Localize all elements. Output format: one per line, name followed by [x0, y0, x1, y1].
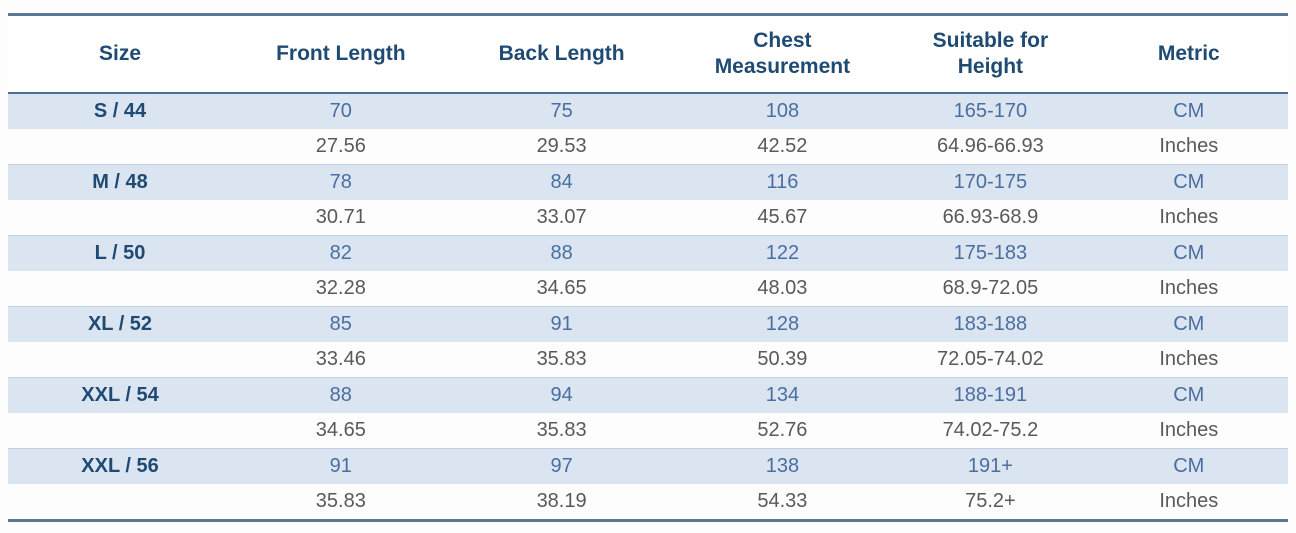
table-row-cm: M / 48 78 84 116 170-175 CM	[8, 164, 1288, 200]
value-cell-front: 91	[329, 455, 352, 477]
value-cell-back: 94	[550, 384, 573, 406]
value-cell-height: 183-188	[953, 313, 1028, 335]
value-cell-chest: 138	[765, 455, 800, 477]
table-row-cm: S / 44 70 75 108 165-170 CM	[8, 93, 1288, 129]
size-cell: XXL / 54	[81, 384, 159, 406]
table-row-inches: 35.83 38.19 54.33 75.2+ Inches	[8, 484, 1288, 521]
value-cell-front: 32.28	[315, 277, 366, 299]
size-chart-table: Size Front Length Back Length Chest Measure…	[8, 13, 1288, 522]
table-row-inches: 30.71 33.07 45.67 66.93-68.9 Inches	[8, 200, 1288, 236]
table-row-cm: L / 50 82 88 122 175-183 CM	[8, 235, 1288, 271]
value-cell-metric: CM	[1173, 242, 1205, 264]
size-cell	[8, 200, 232, 236]
table-row-inches: 34.65 35.83 52.76 74.02-75.2 Inches	[8, 413, 1288, 449]
value-cell-chest: 42.52	[757, 135, 808, 157]
value-cell-height: 170-175	[953, 171, 1028, 193]
table-row-cm: XXL / 54 88 94 134 188-191 CM	[8, 377, 1288, 413]
value-cell-front: 30.71	[315, 206, 366, 228]
table-row-inches: 27.56 29.53 42.52 64.96-66.93 Inches	[8, 129, 1288, 165]
value-cell-height: 165-170	[953, 100, 1028, 122]
value-cell-metric: Inches	[1159, 348, 1219, 370]
value-cell-chest: 50.39	[757, 348, 808, 370]
size-cell: M / 48	[92, 171, 148, 193]
column-header-metric: Metric	[1089, 14, 1288, 94]
column-header-front: Front Length	[232, 14, 450, 94]
value-cell-back: 35.83	[536, 419, 587, 441]
value-cell-back: 29.53	[536, 135, 587, 157]
value-cell-metric: CM	[1173, 455, 1205, 477]
column-header-height: Suitable for Height	[891, 14, 1090, 94]
column-header-chest: Chest Measurement	[673, 14, 892, 94]
value-cell-back: 38.19	[536, 490, 587, 512]
size-cell: L / 50	[94, 242, 146, 264]
size-chart-header: Size Front Length Back Length Chest Measure…	[8, 14, 1288, 94]
value-cell-height: 191+	[967, 455, 1013, 477]
value-cell-front: 82	[329, 242, 352, 264]
value-cell-chest: 134	[765, 384, 800, 406]
column-header-back: Back Length	[449, 14, 674, 94]
value-cell-chest: 52.76	[757, 419, 808, 441]
value-cell-front: 27.56	[315, 135, 366, 157]
value-cell-chest: 48.03	[757, 277, 808, 299]
value-cell-back: 34.65	[536, 277, 587, 299]
size-cell: XL / 52	[87, 313, 153, 335]
size-cell	[8, 413, 232, 449]
value-cell-back: 97	[550, 455, 573, 477]
value-cell-chest: 108	[765, 100, 800, 122]
column-header-size: Size	[8, 14, 232, 94]
value-cell-height: 66.93-68.9	[942, 206, 1039, 228]
value-cell-height: 75.2+	[965, 490, 1016, 512]
value-cell-front: 34.65	[315, 419, 366, 441]
size-cell: XXL / 56	[81, 455, 159, 477]
value-cell-metric: Inches	[1159, 277, 1219, 299]
value-cell-chest: 122	[765, 242, 800, 264]
value-cell-back: 35.83	[536, 348, 587, 370]
header-row: Size Front Length Back Length Chest Measure…	[8, 14, 1288, 94]
table-row-cm: XL / 52 85 91 128 183-188 CM	[8, 306, 1288, 342]
value-cell-back: 88	[550, 242, 573, 264]
table-row-inches: 32.28 34.65 48.03 68.9-72.05 Inches	[8, 271, 1288, 307]
value-cell-height: 72.05-74.02	[937, 348, 1044, 370]
value-cell-metric: Inches	[1159, 135, 1219, 157]
size-cell	[8, 484, 232, 521]
value-cell-front: 35.83	[315, 490, 366, 512]
value-cell-chest: 116	[766, 171, 799, 193]
value-cell-metric: Inches	[1159, 419, 1219, 441]
size-cell: S / 44	[93, 100, 147, 122]
table-row-cm: XXL / 56 91 97 138 191+ CM	[8, 448, 1288, 484]
value-cell-back: 84	[550, 171, 573, 193]
value-cell-metric: CM	[1173, 171, 1205, 193]
value-cell-back: 33.07	[536, 206, 587, 228]
value-cell-front: 70	[329, 100, 352, 122]
size-cell	[8, 129, 232, 165]
value-cell-metric: CM	[1173, 384, 1205, 406]
size-cell	[8, 342, 232, 378]
value-cell-back: 91	[550, 313, 573, 335]
size-chart-body: S / 44 70 75 108 165-170 CM 27.56 29.53 42.52 64.…	[8, 93, 1288, 521]
size-cell	[8, 271, 232, 307]
value-cell-back: 75	[550, 100, 573, 122]
value-cell-height: 64.96-66.93	[937, 135, 1044, 157]
value-cell-chest: 54.33	[757, 490, 808, 512]
value-cell-metric: Inches	[1159, 490, 1219, 512]
value-cell-metric: Inches	[1159, 206, 1219, 228]
value-cell-height: 175-183	[953, 242, 1028, 264]
value-cell-front: 78	[329, 171, 352, 193]
value-cell-height: 188-191	[953, 384, 1028, 406]
value-cell-metric: CM	[1173, 313, 1205, 335]
table-row-inches: 33.46 35.83 50.39 72.05-74.02 Inches	[8, 342, 1288, 378]
value-cell-metric: CM	[1173, 100, 1205, 122]
value-cell-chest: 128	[765, 313, 800, 335]
value-cell-height: 68.9-72.05	[942, 277, 1039, 299]
value-cell-chest: 45.67	[757, 206, 808, 228]
value-cell-height: 74.02-75.2	[942, 419, 1039, 441]
value-cell-front: 88	[329, 384, 352, 406]
value-cell-front: 85	[329, 313, 352, 335]
value-cell-front: 33.46	[315, 348, 366, 370]
